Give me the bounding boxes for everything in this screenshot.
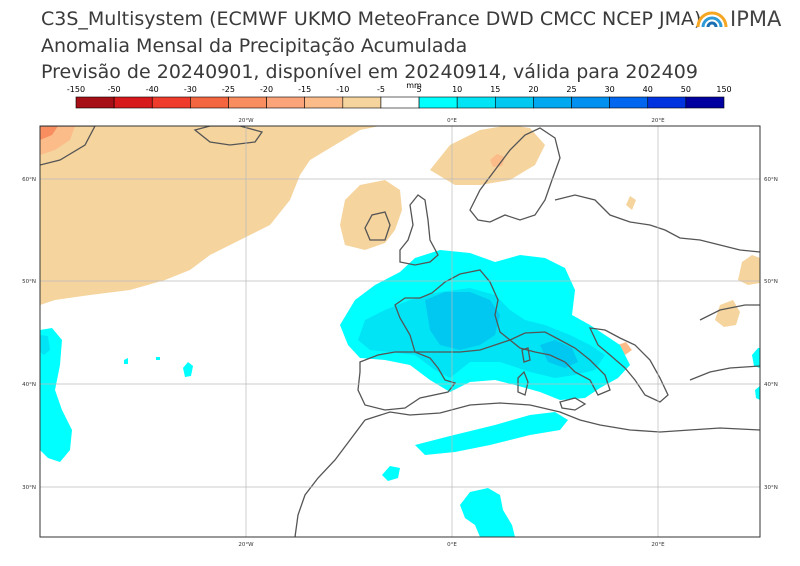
colorbar-tick-label: -150 [67,85,85,94]
colorbar: -150 -50 -40 -30 -25 -20 -15 -10 -5 5 10 15 20 25 30 40… [67,81,732,109]
coast-north-africa [364,402,760,433]
coast-france [394,269,512,353]
colorbar-box [685,96,725,109]
lat-label-right: 50°N [764,279,778,285]
colorbar-tick-label: 30 [605,85,615,94]
lon-label-bottom: 0°E [447,542,457,548]
coast-corsica [521,347,531,363]
wet-area-west-atlantic [40,328,72,462]
title-models: C3S_Multisystem (ECMWF UKMO MeteoFrance … [41,8,702,30]
wet-area-canary [382,466,400,481]
lat-label-left: 60°N [22,177,36,183]
colorbar-tick-label: 20 [528,85,538,94]
colorbar-unit: mm [406,81,422,90]
dry-area-norway-mid [490,154,505,167]
wet-area-west-atlantic-mid [40,335,50,355]
colorbar-tick-label: -5 [377,85,385,94]
colorbar-tick-label: 25 [566,85,576,94]
colorbar-tick-label: 50 [681,85,691,94]
lon-label-bottom: 20°W [238,542,254,548]
coast-black-sea [699,304,760,321]
lat-label-left: 30°N [22,485,36,491]
dry-area-scandinavia [430,126,545,185]
colorbar-tick-label: 10 [452,85,462,94]
colorbar-tick-label: -25 [222,85,235,94]
dry-area-greenland-strong [40,126,58,140]
colorbar-tick-label: 40 [643,85,653,94]
lon-labels-top: 20°W 0°E 20°E [238,118,665,124]
ipma-logo-icon [696,11,728,28]
coast-africa-west [294,419,366,537]
dry-area-italy-dry [618,342,632,355]
coast-greenland [40,126,96,166]
coast-baltic [554,194,760,253]
wet-area-dot-2 [156,357,160,360]
dry-anomaly-areas [40,126,760,355]
colorbar-tick-label: 150 [716,85,731,94]
wet-area-east-small-2 [755,386,760,400]
lon-label-top: 20°W [238,118,254,124]
coast-turkey [689,365,760,381]
wet-area-africa-strip [415,412,568,455]
wet-anomaly-areas [40,250,760,537]
lat-labels-right: 60°N 50°N 40°N 30°N [764,177,778,491]
colorbar-tick-label: -10 [336,85,349,94]
wet-area-italy-core [540,340,578,368]
wet-area-sahara [460,488,515,537]
wet-area-east-small [752,348,760,368]
colorbar-tick-label: -15 [298,85,311,94]
title-forecast-dates: Previsão de 20240901, disponível em 2024… [41,61,698,83]
map-frame [39,125,761,538]
lat-label-left: 50°N [22,279,36,285]
ipma-logo: IPMA [694,5,784,33]
colorbar-tick-label: 5 [417,85,422,94]
dry-area-poland [626,196,636,210]
coast-sardinia [517,370,529,396]
lon-label-bottom: 20°E [651,542,665,548]
lon-labels-bottom: 20°W 0°E 20°E [238,542,665,548]
colorbar-tick-label: -30 [184,85,197,94]
coast-scandinavia [469,127,561,223]
wet-area-dot-1 [124,358,128,364]
lon-label-top: 0°E [447,118,457,124]
colorbar-tick-label: 15 [490,85,500,94]
lat-label-right: 30°N [764,485,778,491]
coast-britain [399,194,439,266]
colorbar-boxes [75,96,725,109]
coast-iceland [193,126,264,146]
lon-label-top: 20°E [651,118,665,124]
dry-area-north-atlantic [40,126,760,305]
coast-sicily [559,397,587,411]
dry-area-ireland [340,180,402,250]
colorbar-tick-label: -20 [260,85,273,94]
lat-label-right: 40°N [764,382,778,388]
coast-italy [508,331,611,396]
title-variable: Anomalia Mensal da Precipitação Acumulad… [41,35,468,57]
gridlines [40,126,760,537]
coast-balkans [588,327,669,403]
coast-ireland [364,211,391,241]
coast-iberia [357,351,457,411]
lat-labels-left: 60°N 50°N 40°N 30°N [22,177,36,491]
lat-label-left: 40°N [22,382,36,388]
dry-area-east [738,255,760,285]
colorbar-tick-labels: -150 -50 -40 -30 -25 -20 -15 -10 -5 5 10 15 20 25 30 40… [67,85,732,94]
ipma-logo-text: IPMA [730,7,782,31]
wet-area-azores [183,362,193,377]
colorbar-tick-label: -40 [146,85,159,94]
colorbar-tick-label: -50 [108,85,121,94]
lat-label-right: 60°N [764,177,778,183]
coastlines [40,126,760,537]
wet-area-core [425,292,500,350]
